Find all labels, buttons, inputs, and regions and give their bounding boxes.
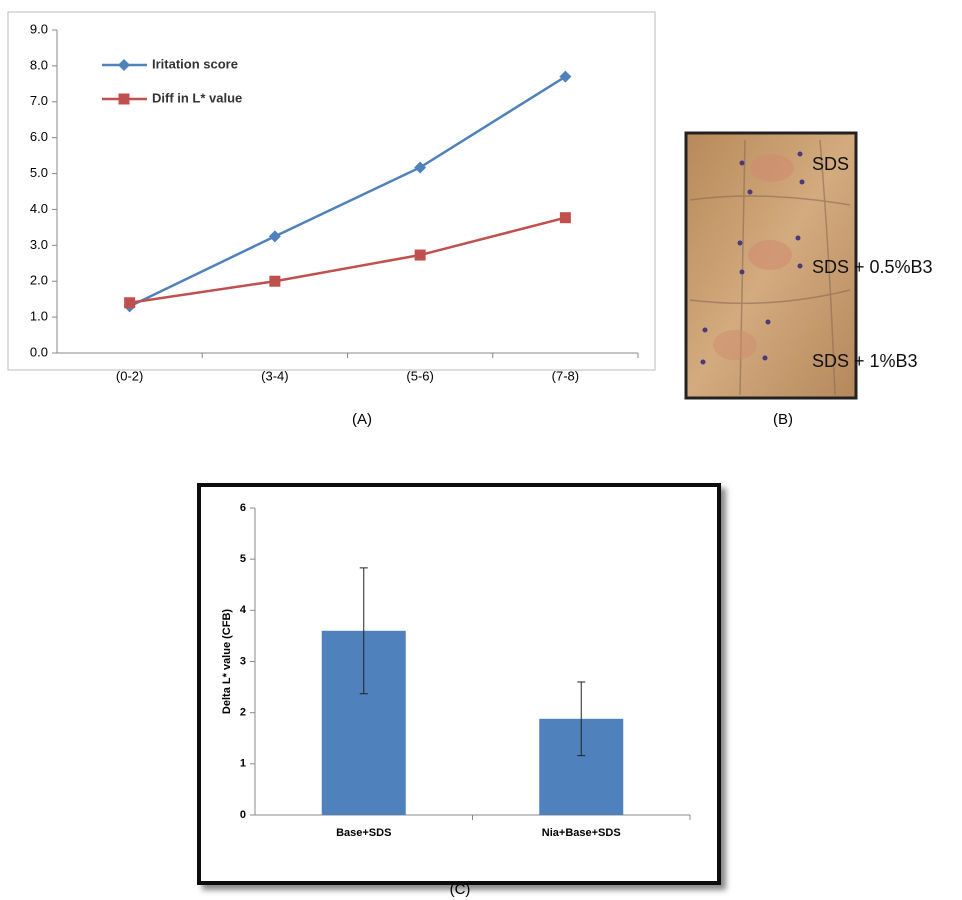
- data-point: [414, 161, 427, 174]
- patch: [750, 154, 794, 182]
- x-tick-label: Base+SDS: [336, 827, 391, 839]
- x-tick-label: Nia+Base+SDS: [542, 827, 621, 839]
- y-tick-label: 3.0: [30, 237, 48, 252]
- patch: [713, 330, 757, 360]
- legend-marker: [118, 59, 130, 71]
- x-tick-label: (7-8): [552, 368, 579, 383]
- y-tick-label: 5: [240, 553, 246, 565]
- data-point: [414, 249, 426, 261]
- data-point: [268, 230, 281, 243]
- photo: SDS SDS + 0.5%B3 SDS + 1%B3: [684, 131, 933, 400]
- skin-lines: [689, 139, 851, 396]
- y-tick-label: 8.0: [30, 57, 48, 72]
- panel-caption: (C): [450, 881, 471, 898]
- y-tick-label: 1: [240, 758, 246, 770]
- marker-dots: [700, 151, 805, 365]
- series-line: [129, 216, 566, 304]
- y-tick-label: 4: [240, 604, 247, 616]
- x-tick-label: (3-4): [261, 368, 288, 383]
- y-tick-label: 2.0: [30, 273, 48, 288]
- y-tick-label: 2: [240, 707, 246, 719]
- y-axis-label: Delta L* value (CFB): [221, 609, 233, 714]
- y-tick-label: 7.0: [30, 93, 48, 108]
- x-tick-label: (0-2): [116, 368, 143, 383]
- legend-marker: [118, 93, 130, 105]
- photo-label: SDS + 1%B3: [812, 351, 918, 371]
- y-tick-label: 3: [240, 655, 246, 667]
- panel-caption: (B): [773, 411, 793, 428]
- y-tick-label: 6.0: [30, 129, 48, 144]
- photo-label: SDS: [812, 154, 849, 174]
- x-tick-label: (5-6): [406, 368, 433, 383]
- y-tick-label: 5.0: [30, 165, 48, 180]
- data-point: [559, 212, 571, 224]
- chart-frame: [7, 11, 656, 371]
- y-tick-label: 6: [240, 502, 246, 514]
- y-tick-label: 1.0: [30, 309, 48, 324]
- y-tick-label: 9.0: [30, 21, 48, 36]
- panel-caption: (A): [352, 411, 372, 428]
- legend-label: Diff in L* value: [152, 90, 242, 105]
- photo-label: SDS + 0.5%B3: [812, 257, 933, 277]
- y-tick-label: 0: [240, 809, 246, 821]
- y-tick-label: 4.0: [30, 201, 48, 216]
- series-line: [129, 75, 567, 308]
- y-tick-label: 0.0: [30, 344, 48, 359]
- data-point: [559, 70, 572, 83]
- chart-frame: [197, 483, 721, 885]
- patch: [748, 240, 792, 270]
- data-point: [269, 275, 281, 287]
- data-point: [124, 297, 136, 309]
- legend-label: Iritation score: [152, 56, 238, 71]
